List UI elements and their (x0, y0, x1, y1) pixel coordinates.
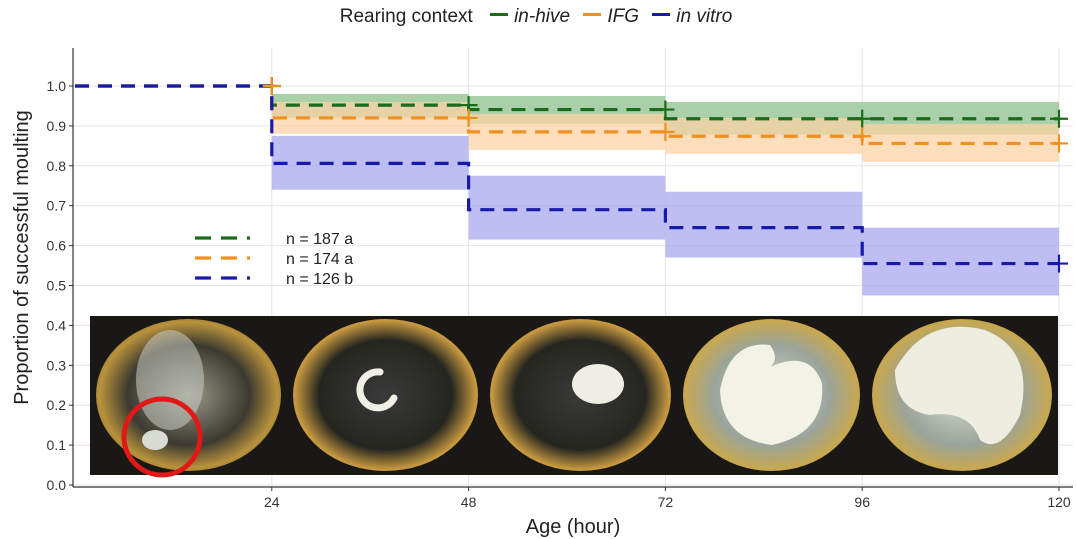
y-tick-label: 0.9 (47, 118, 67, 134)
n-label: n = 174 a (286, 251, 353, 268)
x-tick-label: 24 (264, 494, 280, 510)
y-tick-label: 1.0 (47, 78, 67, 94)
highlight-circle (121, 396, 203, 478)
x-tick-label: 96 (854, 494, 870, 510)
larva-shape (356, 368, 398, 412)
ci-band-in-vitro (665, 191, 863, 258)
legend-swatch-in-vitro (652, 13, 671, 17)
y-tick-label: 0.0 (47, 477, 67, 493)
legend-label-in-vitro: in vitro (676, 6, 733, 27)
sample-size-legend: n = 187 a n = 174 a n = 126 b (195, 231, 353, 288)
larva-shape (572, 364, 624, 404)
larva-shape (895, 326, 1024, 445)
y-tick-label: 0.8 (47, 158, 67, 174)
larva-shape (136, 330, 204, 430)
petri-dish (293, 319, 478, 471)
legend: Rearing context in-hive IFG in vitro (0, 6, 1076, 28)
y-tick-label: 0.3 (47, 357, 67, 373)
x-tick-label: 48 (461, 494, 477, 510)
ci-band-in-vitro (862, 227, 1059, 296)
x-tick-label: 120 (1047, 494, 1071, 510)
series-line-in-vitro (75, 84, 1059, 266)
y-axis-title: Proportion of successful moulting (11, 110, 33, 405)
x-tick-label: 72 (658, 494, 674, 510)
y-tick-label: 0.2 (47, 397, 67, 413)
legend-title: Rearing context (339, 6, 473, 27)
larva-shape (720, 344, 823, 445)
legend-swatch-in-hive (490, 13, 509, 17)
censor-marks (262, 77, 1068, 273)
y-tick-label: 0.7 (47, 198, 67, 214)
legend-label-in-hive: in-hive (514, 6, 571, 27)
y-tick-label: 0.5 (47, 278, 67, 294)
ci-band-in-vitro (468, 175, 666, 240)
inset-photos (90, 316, 1058, 478)
legend-item-ifg: IFG (583, 6, 639, 27)
larva-shape (142, 430, 168, 450)
legend-item-in-vitro: in vitro (652, 6, 732, 27)
legend-swatch-ifg (583, 13, 602, 17)
legend-label-ifg: IFG (607, 6, 640, 27)
n-label: n = 187 a (286, 231, 353, 248)
y-tick-label: 0.1 (47, 437, 67, 453)
n-label: n = 126 b (286, 271, 353, 288)
axes: 0.0 0.1 0.2 0.3 0.4 0.5 0.6 0.7 0.8 0.9 1.0 24 48 72 9… (47, 48, 1073, 510)
x-axis-title: Age (hour) (526, 516, 621, 538)
y-tick-label: 0.6 (47, 238, 67, 254)
legend-item-in-hive: in-hive (490, 6, 570, 27)
y-tick-label: 0.4 (47, 317, 67, 333)
